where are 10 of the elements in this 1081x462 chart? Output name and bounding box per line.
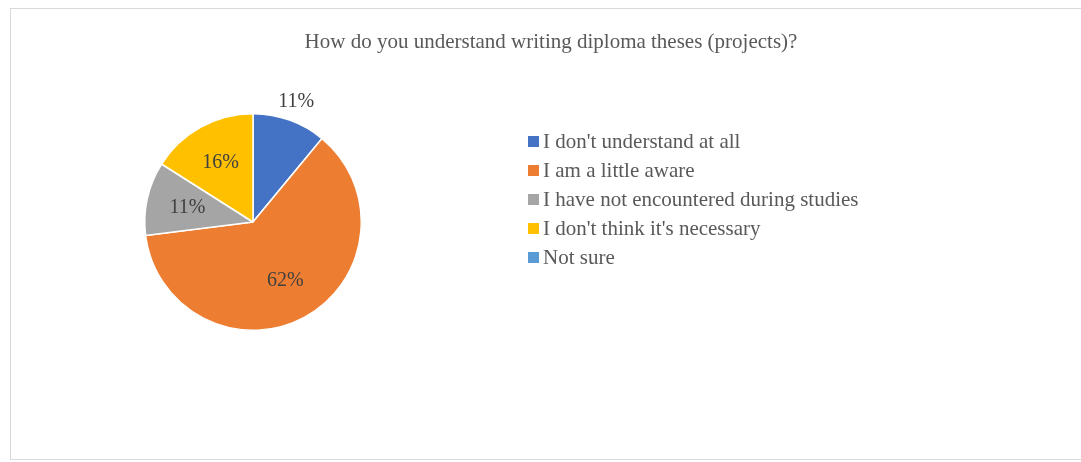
legend-label: I have not encountered during studies [543, 187, 859, 212]
chart-title: How do you understand writing diploma theses (projects)? [303, 29, 799, 54]
data-label: 11% [278, 89, 315, 112]
data-label: 16% [202, 150, 239, 173]
legend-label: I don't think it's necessary [543, 216, 761, 241]
data-label: 62% [267, 268, 304, 291]
legend-label: I don't understand at all [543, 129, 741, 154]
legend-label: I am a little aware [543, 158, 695, 183]
data-label: 11% [169, 194, 206, 217]
legend-label: Not sure [543, 245, 615, 270]
